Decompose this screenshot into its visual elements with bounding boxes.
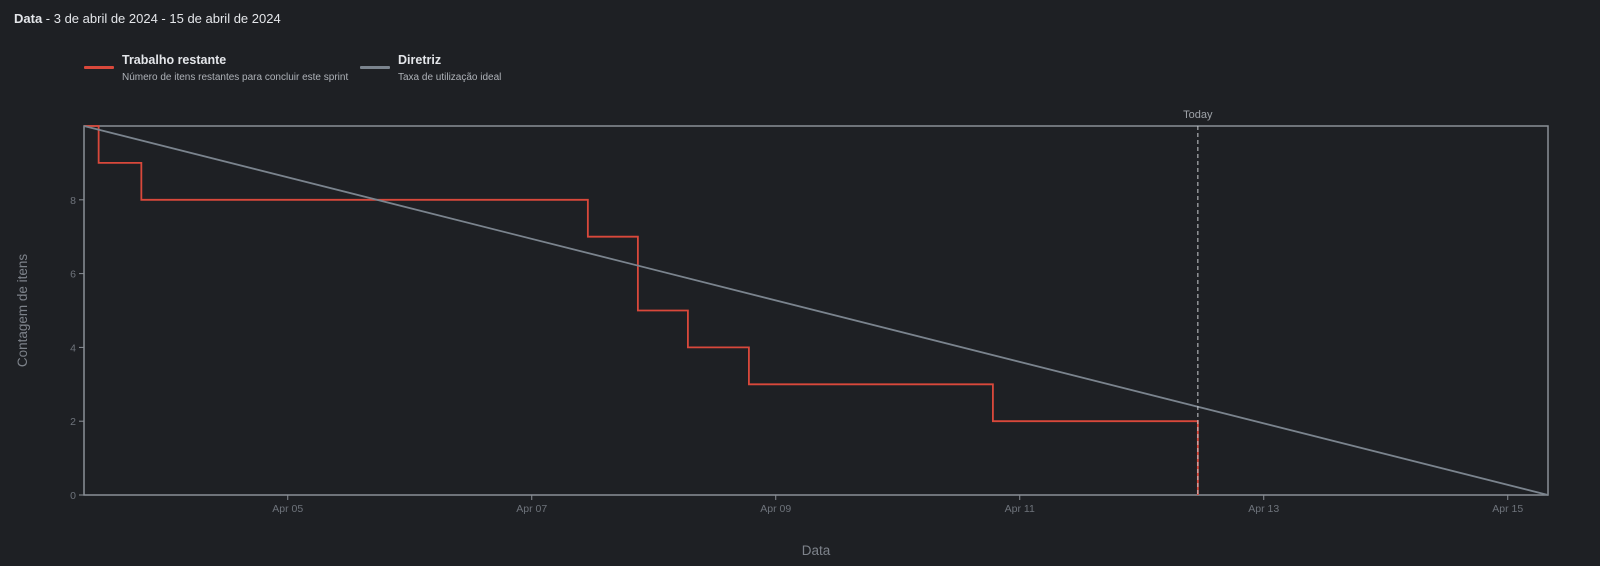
x-tick-label: Apr 15 bbox=[1492, 503, 1523, 515]
date-range-header: Data - 3 de abril de 2024 - 15 de abril … bbox=[14, 11, 281, 26]
y-tick-label: 2 bbox=[70, 416, 76, 428]
today-label: Today bbox=[1183, 109, 1213, 121]
x-tick-label: Apr 13 bbox=[1248, 503, 1279, 515]
date-range-text: - 3 de abril de 2024 - 15 de abril de 20… bbox=[42, 11, 281, 26]
y-tick-label: 6 bbox=[70, 269, 76, 281]
remaining-work-swatch bbox=[84, 66, 114, 69]
guideline-line bbox=[83, 125, 1549, 496]
legend-title: Diretriz bbox=[398, 53, 442, 67]
y-tick-label: 8 bbox=[70, 195, 76, 207]
y-axis-title: Contagem de itens bbox=[15, 254, 30, 368]
x-tick-label: Apr 07 bbox=[516, 503, 547, 515]
legend-description: Taxa de utilização ideal bbox=[398, 72, 502, 83]
x-tick-label: Apr 11 bbox=[1005, 503, 1035, 515]
date-label: Data bbox=[14, 11, 43, 26]
x-tick-label: Apr 05 bbox=[272, 503, 303, 515]
plot-frame bbox=[83, 125, 1549, 496]
x-axis-title: Data bbox=[802, 543, 831, 558]
remaining-work-line bbox=[84, 125, 1199, 495]
x-tick-label: Apr 09 bbox=[760, 503, 791, 515]
legend-description: Número de itens restantes para concluir … bbox=[122, 72, 349, 83]
y-tick-label: 4 bbox=[70, 342, 76, 354]
y-tick-label: 0 bbox=[70, 490, 76, 502]
guideline-swatch bbox=[360, 66, 390, 69]
legend-title: Trabalho restante bbox=[122, 53, 227, 67]
